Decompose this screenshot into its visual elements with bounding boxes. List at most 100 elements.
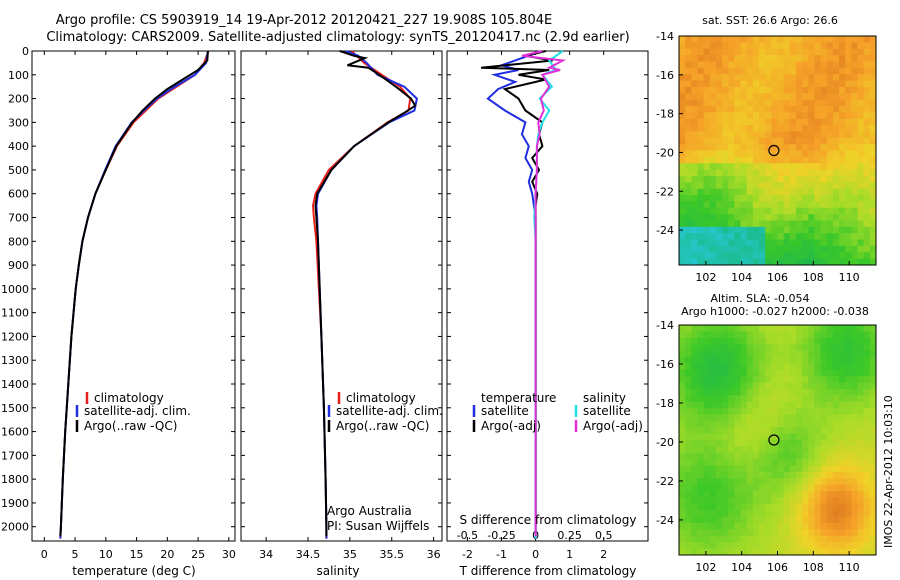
- map-cell: [795, 484, 803, 492]
- map-cell: [746, 548, 754, 555]
- map-cell: [777, 395, 785, 403]
- map-cell: [771, 80, 779, 88]
- map-cell: [820, 93, 828, 101]
- map-cell: [839, 252, 846, 260]
- map-cell: [722, 156, 729, 164]
- annotation-pi: PI: Susan Wijffels: [327, 519, 429, 533]
- map-cell: [746, 252, 754, 260]
- map-cell: [826, 61, 834, 69]
- map-cell: [709, 510, 717, 518]
- map-cell: [863, 369, 871, 377]
- map-cell: [814, 80, 822, 88]
- map-cell: [795, 163, 803, 171]
- map-cell: [863, 55, 871, 63]
- map-cell: [863, 344, 871, 352]
- map-cell: [746, 67, 754, 75]
- map-cell: [728, 137, 736, 145]
- map-cell: [715, 188, 723, 196]
- map-cell: [703, 42, 711, 50]
- map-cell: [808, 427, 816, 435]
- map-cell: [795, 356, 803, 364]
- map-cell: [845, 99, 852, 107]
- map-cell: [722, 74, 729, 82]
- map-cell: [697, 150, 705, 158]
- map-cell: [795, 471, 803, 479]
- map-cell: [691, 188, 699, 196]
- map-cell: [839, 523, 846, 531]
- map-cell: [808, 93, 816, 101]
- map-cell: [685, 169, 692, 177]
- map-cell: [826, 523, 834, 531]
- map-cell: [832, 226, 840, 234]
- map-cell: [832, 369, 840, 377]
- map-cell: [679, 484, 686, 492]
- map-cell: [802, 535, 809, 543]
- map-cell: [777, 188, 785, 196]
- map-cell: [685, 491, 692, 499]
- map-cell: [808, 523, 816, 531]
- map-cell: [728, 55, 736, 63]
- map-cell: [746, 36, 754, 43]
- map-cell: [728, 459, 736, 467]
- map-cell: [703, 440, 711, 447]
- map-cell: [783, 131, 791, 139]
- map-cell: [746, 440, 754, 447]
- map-cell: [814, 388, 822, 396]
- map-cell: [715, 220, 723, 228]
- map-cell: [845, 369, 852, 377]
- map-cell: [722, 420, 729, 428]
- map-cell: [771, 548, 779, 555]
- map-cell: [752, 420, 760, 428]
- map-cell: [703, 195, 711, 202]
- map-cell: [839, 337, 846, 345]
- map-cell: [771, 239, 779, 247]
- map-cell: [740, 529, 748, 537]
- map-cell: [765, 125, 772, 133]
- map-cell: [752, 239, 760, 247]
- map-y-tick-label: -20: [656, 146, 674, 159]
- map-cell: [845, 440, 852, 447]
- map-cell: [703, 516, 711, 524]
- map-cell: [845, 529, 852, 537]
- map-cell: [740, 112, 748, 120]
- map-cell: [863, 163, 871, 171]
- map-cell: [863, 350, 871, 358]
- map-cell: [814, 420, 822, 428]
- map-cell: [728, 497, 736, 505]
- map-cell: [734, 497, 742, 505]
- map-cell: [802, 414, 809, 422]
- map-cell: [845, 118, 852, 126]
- map-cell: [845, 446, 852, 454]
- map-cell: [789, 188, 797, 196]
- map-cell: [722, 395, 729, 403]
- map-cell: [752, 484, 760, 492]
- map-cell: [863, 245, 871, 253]
- map-cell: [820, 376, 828, 384]
- map-cell: [814, 369, 822, 377]
- map-cell: [703, 548, 711, 555]
- map-cell: [839, 331, 846, 339]
- map-cell: [679, 433, 686, 441]
- map-cell: [845, 188, 852, 196]
- map-cell: [789, 440, 797, 447]
- map-cell: [839, 42, 846, 50]
- map-cell: [740, 331, 748, 339]
- map-cell: [709, 440, 717, 447]
- map-cell: [777, 382, 785, 390]
- map-cell: [728, 401, 736, 409]
- map-cell: [839, 226, 846, 234]
- map-cell: [808, 195, 816, 202]
- map-cell: [697, 408, 705, 416]
- map-cell: [728, 48, 736, 56]
- map-cell: [691, 542, 699, 550]
- legend-climatology: climatology: [94, 391, 164, 405]
- map-cell: [703, 112, 711, 120]
- map-cell: [832, 214, 840, 222]
- map-cell: [709, 516, 717, 524]
- map-cell: [789, 484, 797, 492]
- map-cell: [771, 93, 779, 101]
- map-cell: [783, 99, 791, 107]
- map-cell: [697, 214, 705, 222]
- map-y-tick-label: -22: [656, 185, 674, 198]
- map-cell: [777, 80, 785, 88]
